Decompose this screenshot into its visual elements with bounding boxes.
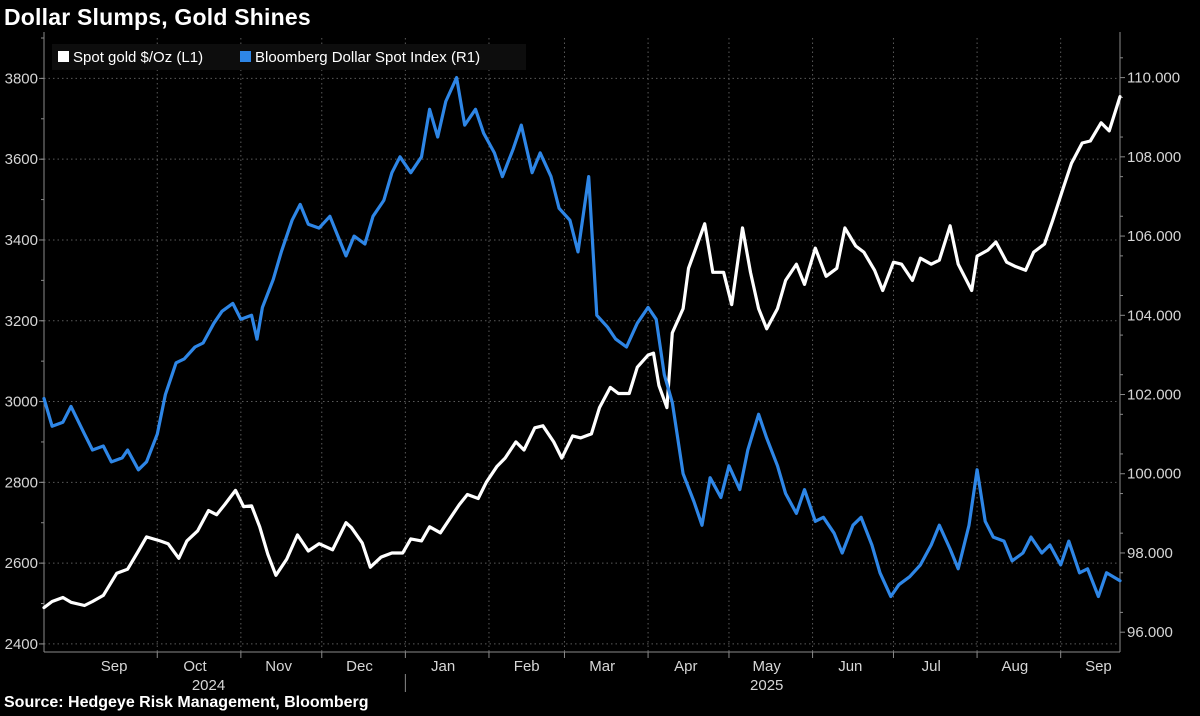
right-tick-label: 108.000 xyxy=(1127,149,1181,166)
x-tick-label: Jul xyxy=(922,658,941,675)
year-label: 2024 xyxy=(192,677,225,694)
left-tick-label: 3800 xyxy=(5,70,38,87)
gold-series-line xyxy=(42,94,1122,610)
x-tick-label: Nov xyxy=(265,658,292,675)
x-tick-label: Aug xyxy=(1001,658,1028,675)
right-tick-label: 106.000 xyxy=(1127,228,1181,245)
x-tick-label: Jun xyxy=(838,658,862,675)
right-tick-label: 100.000 xyxy=(1127,466,1181,483)
x-tick-label: Sep xyxy=(1085,658,1112,675)
legend-swatch-dollar xyxy=(240,51,251,62)
left-tick-label: 2400 xyxy=(5,636,38,653)
grid-lines xyxy=(44,38,1120,652)
left-tick-label: 3200 xyxy=(5,313,38,330)
x-tick-label: Sep xyxy=(101,658,128,675)
series-lines xyxy=(42,75,1122,610)
x-tick-label: Dec xyxy=(346,658,373,675)
legend-box xyxy=(52,44,526,70)
x-tick-label: Jan xyxy=(431,658,455,675)
legend: Spot gold $/Oz (L1) Bloomberg Dollar Spot… xyxy=(52,44,526,70)
legend-label-dollar: Bloomberg Dollar Spot Index (R1) xyxy=(255,49,480,66)
left-tick-label: 3000 xyxy=(5,394,38,411)
right-tick-label: 110.000 xyxy=(1127,70,1180,87)
right-tick-label: 102.000 xyxy=(1127,387,1181,404)
legend-swatch-gold xyxy=(58,51,69,62)
right-tick-label: 104.000 xyxy=(1127,307,1181,324)
dollar-series-line xyxy=(42,75,1122,599)
x-tick-label: Oct xyxy=(183,658,207,675)
x-tick-label: May xyxy=(753,658,782,675)
chart-title: Dollar Slumps, Gold Shines xyxy=(4,4,311,30)
axes: 2400 2600 2800 3000 3200 3400 3600 3800 96.000 98… xyxy=(5,32,1181,694)
left-tick-label: 3600 xyxy=(5,151,38,168)
left-tick-label: 2600 xyxy=(5,555,38,572)
source-note: Source: Hedgeye Risk Management, Bloombe… xyxy=(4,694,369,711)
right-tick-label: 96.000 xyxy=(1127,624,1173,641)
left-tick-label: 2800 xyxy=(5,474,38,491)
left-tick-label: 3400 xyxy=(5,232,38,249)
x-tick-label: Feb xyxy=(514,658,540,675)
x-tick-label: Mar xyxy=(589,658,615,675)
year-label: 2025 xyxy=(750,677,783,694)
x-tick-label: Apr xyxy=(674,658,697,675)
right-tick-label: 98.000 xyxy=(1127,545,1173,562)
legend-label-gold: Spot gold $/Oz (L1) xyxy=(73,49,203,66)
